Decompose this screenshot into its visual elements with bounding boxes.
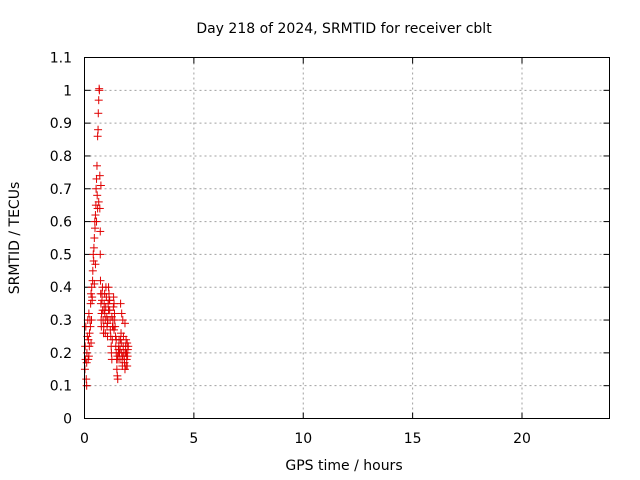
data-point (93, 204, 102, 213)
data-point (94, 96, 103, 105)
data-point (124, 342, 133, 351)
data-point (92, 174, 101, 183)
data-point (113, 352, 122, 361)
y-tick-label: 0.8 (50, 149, 72, 165)
data-point (109, 302, 118, 311)
data-point (107, 312, 116, 321)
data-point (113, 375, 122, 384)
data-point (90, 234, 99, 242)
y-tick-label: 1.1 (50, 51, 72, 67)
data-point (96, 181, 105, 190)
grid-lines (84, 57, 610, 419)
data-point (90, 279, 99, 288)
data-points (80, 84, 133, 390)
y-tick-label: 0.2 (50, 346, 72, 362)
data-point (86, 322, 95, 331)
data-point (116, 299, 125, 308)
y-tick-label: 0.4 (50, 280, 72, 296)
data-point (84, 309, 93, 318)
y-axis-title: SRMTID / TECUs (7, 182, 23, 295)
data-point (117, 309, 126, 318)
data-point (86, 299, 95, 308)
x-tick-label: 10 (294, 431, 312, 447)
y-tick-label: 1 (63, 83, 72, 99)
data-point (87, 339, 96, 348)
x-tick-label: 0 (80, 431, 89, 447)
x-tick-label: 20 (513, 431, 531, 447)
data-point (91, 224, 99, 233)
data-point (87, 289, 96, 298)
data-point (82, 381, 91, 390)
data-point (105, 296, 114, 305)
y-tick-label: 0 (63, 412, 72, 428)
data-point (91, 260, 100, 269)
y-tick-label: 0.5 (50, 247, 72, 263)
data-point (112, 335, 121, 344)
y-tick-labels: 0 0.1 0.2 0.3 0.4 0.5 0.6 0.7 0.8 0.9 1 1.1 (50, 51, 72, 428)
x-axis-title: GPS time / hours (285, 458, 402, 474)
data-point (101, 329, 110, 338)
data-point (92, 217, 101, 226)
data-point (123, 339, 132, 348)
data-point (92, 184, 101, 193)
data-point (111, 332, 120, 341)
data-point (88, 266, 97, 275)
x-tick-labels: 0 5 10 15 20 (80, 431, 531, 447)
data-point (87, 316, 96, 325)
data-point (93, 191, 102, 200)
data-point (88, 293, 97, 302)
data-point (104, 306, 113, 315)
data-point (92, 161, 101, 170)
data-point (85, 329, 94, 338)
data-point (84, 352, 93, 361)
data-point (95, 86, 104, 95)
y-tick-label: 0.7 (50, 182, 72, 198)
data-point (94, 109, 103, 118)
data-point (110, 325, 119, 334)
data-point (91, 211, 100, 220)
x-tick-label: 5 (189, 431, 198, 447)
data-point (114, 345, 123, 354)
data-point (103, 319, 112, 328)
y-tick-label: 0.1 (50, 379, 72, 395)
data-point (89, 243, 98, 252)
data-point (89, 256, 98, 265)
y-tick-label: 0.6 (50, 215, 72, 231)
axis-ticks (84, 57, 610, 419)
plot-frame (84, 57, 610, 419)
data-point (95, 171, 104, 180)
data-point (84, 355, 93, 364)
data-point (96, 276, 105, 285)
data-point (96, 250, 105, 259)
data-point (94, 197, 103, 206)
data-point (108, 322, 117, 331)
data-point (94, 125, 103, 134)
data-point (122, 361, 131, 370)
chart-title: Day 218 of 2024, SRMTID for receiver cbl… (196, 21, 492, 37)
data-point (98, 289, 106, 298)
y-tick-label: 0.9 (50, 116, 72, 132)
x-tick-label: 15 (404, 431, 422, 447)
data-point (88, 276, 97, 285)
data-point (122, 335, 131, 344)
y-tick-label: 0.3 (50, 313, 72, 329)
data-point (96, 227, 105, 236)
data-point (85, 342, 94, 351)
data-point (120, 319, 129, 328)
